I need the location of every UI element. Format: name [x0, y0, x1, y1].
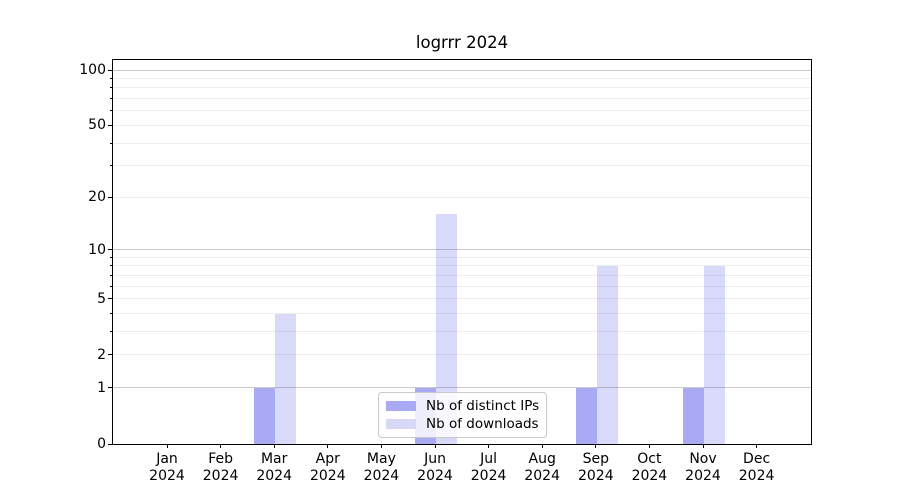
y-tick-mark-minor — [110, 274, 113, 276]
bar-distinct-ips-mar — [254, 387, 276, 444]
y-tick-mark-minor — [110, 313, 113, 315]
x-tick-label-mar: Mar 2024 — [256, 451, 292, 484]
y-tick-label: 5 — [97, 290, 106, 307]
y-tick-mark — [108, 69, 113, 71]
gridline-major — [113, 387, 811, 389]
gridline-major — [113, 249, 811, 251]
gridline-minor — [113, 256, 811, 258]
y-tick-mark-minor — [110, 331, 113, 333]
x-tick-label-may: May 2024 — [363, 451, 400, 484]
gridline-major — [113, 69, 811, 71]
gridline-minor — [113, 124, 811, 126]
y-tick-mark-minor — [110, 87, 113, 89]
gridline-minor — [113, 354, 811, 356]
gridline-minor — [113, 298, 811, 300]
x-tick-mark — [434, 444, 436, 448]
gridline-minor — [113, 98, 811, 100]
gridline-minor — [113, 110, 811, 112]
y-tick-mark-minor — [110, 77, 113, 79]
bar-downloads-nov — [704, 265, 725, 444]
y-tick-label: 50 — [88, 117, 106, 134]
y-tick-mark — [108, 124, 113, 126]
x-tick-mark — [166, 444, 168, 448]
x-tick-mark — [380, 444, 382, 448]
legend: Nb of distinct IPs Nb of downloads — [378, 392, 547, 438]
y-tick-mark-minor — [110, 256, 113, 258]
x-tick-mark — [488, 444, 490, 448]
legend-label-downloads: Nb of downloads — [426, 416, 539, 432]
y-tick-mark — [108, 298, 113, 300]
x-tick-label-sep: Sep 2024 — [577, 451, 614, 484]
y-tick-mark — [108, 196, 113, 198]
bar-distinct-ips-nov — [683, 387, 704, 444]
x-tick-label-jul: Jul 2024 — [470, 451, 507, 484]
y-tick-mark-minor — [110, 98, 113, 100]
x-tick-mark — [541, 444, 543, 448]
y-tick-mark-minor — [110, 285, 113, 287]
x-tick-mark — [273, 444, 275, 448]
x-tick-label-jan: Jan 2024 — [149, 451, 185, 484]
y-tick-label: 2 — [97, 346, 106, 363]
legend-swatch-downloads — [386, 419, 416, 429]
x-tick-mark — [595, 444, 597, 448]
x-tick-label-feb: Feb 2024 — [202, 451, 239, 484]
y-tick-mark — [108, 354, 113, 356]
x-tick-label-dec: Dec 2024 — [738, 451, 775, 484]
x-tick-mark — [756, 444, 758, 448]
y-tick-label: 20 — [88, 189, 106, 206]
y-tick-mark-minor — [110, 265, 113, 267]
x-tick-label-oct: Oct 2024 — [631, 451, 668, 484]
chart-title: logrrr 2024 — [415, 33, 509, 52]
gridline-minor — [113, 142, 811, 144]
gridline-minor — [113, 77, 811, 79]
x-tick-mark — [327, 444, 329, 448]
plot-area — [112, 59, 812, 445]
bar-downloads-mar — [275, 313, 297, 444]
gridline-minor — [113, 87, 811, 89]
legend-label-distinct-ips: Nb of distinct IPs — [426, 398, 540, 414]
y-tick-label: 10 — [88, 241, 106, 258]
y-tick-mark-minor — [110, 142, 113, 144]
gridline-minor — [113, 274, 811, 276]
bar-distinct-ips-sep — [575, 387, 597, 444]
x-tick-mark — [220, 444, 222, 448]
x-tick-label-apr: Apr 2024 — [309, 451, 346, 484]
x-tick-label-jun: Jun 2024 — [417, 451, 453, 484]
y-tick-mark-minor — [110, 165, 113, 167]
gridline-minor — [113, 165, 811, 167]
gridline-minor — [113, 313, 811, 315]
legend-item-downloads: Nb of downloads — [386, 415, 540, 433]
x-tick-label-aug: Aug 2024 — [524, 451, 560, 484]
bar-downloads-jun — [436, 214, 457, 444]
gridline-minor — [113, 196, 811, 198]
y-tick-mark — [108, 249, 113, 251]
y-tick-label: 100 — [79, 62, 106, 78]
gridline-minor — [113, 265, 811, 267]
gridline-minor — [113, 285, 811, 287]
legend-item-distinct-ips: Nb of distinct IPs — [386, 397, 540, 415]
gridline-minor — [113, 331, 811, 333]
y-tick-label: 0 — [97, 436, 106, 452]
bar-downloads-sep — [596, 265, 618, 444]
x-tick-label-nov: Nov 2024 — [685, 451, 721, 484]
x-tick-mark — [648, 444, 650, 448]
y-tick-mark — [108, 387, 113, 389]
x-tick-mark — [702, 444, 704, 448]
y-tick-label: 1 — [97, 379, 106, 396]
legend-swatch-distinct-ips — [386, 401, 416, 411]
y-tick-mark-minor — [110, 110, 113, 112]
y-tick-mark — [108, 443, 113, 445]
